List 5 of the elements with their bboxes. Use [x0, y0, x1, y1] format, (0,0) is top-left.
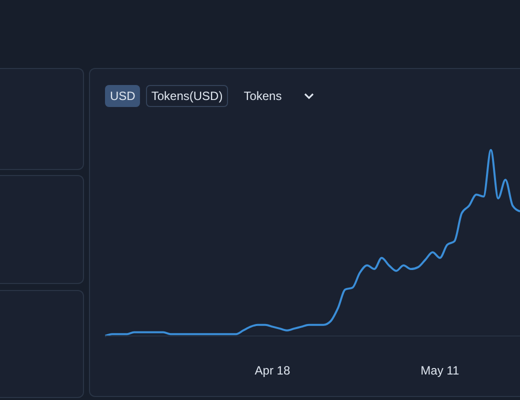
text: Tokens(USD)	[146, 85, 228, 107]
x-tick-label: May 11	[420, 364, 460, 378]
x-tick-label: Apr 18	[254, 364, 290, 378]
text: Tokens	[242, 88, 283, 105]
text: USD	[105, 85, 140, 107]
